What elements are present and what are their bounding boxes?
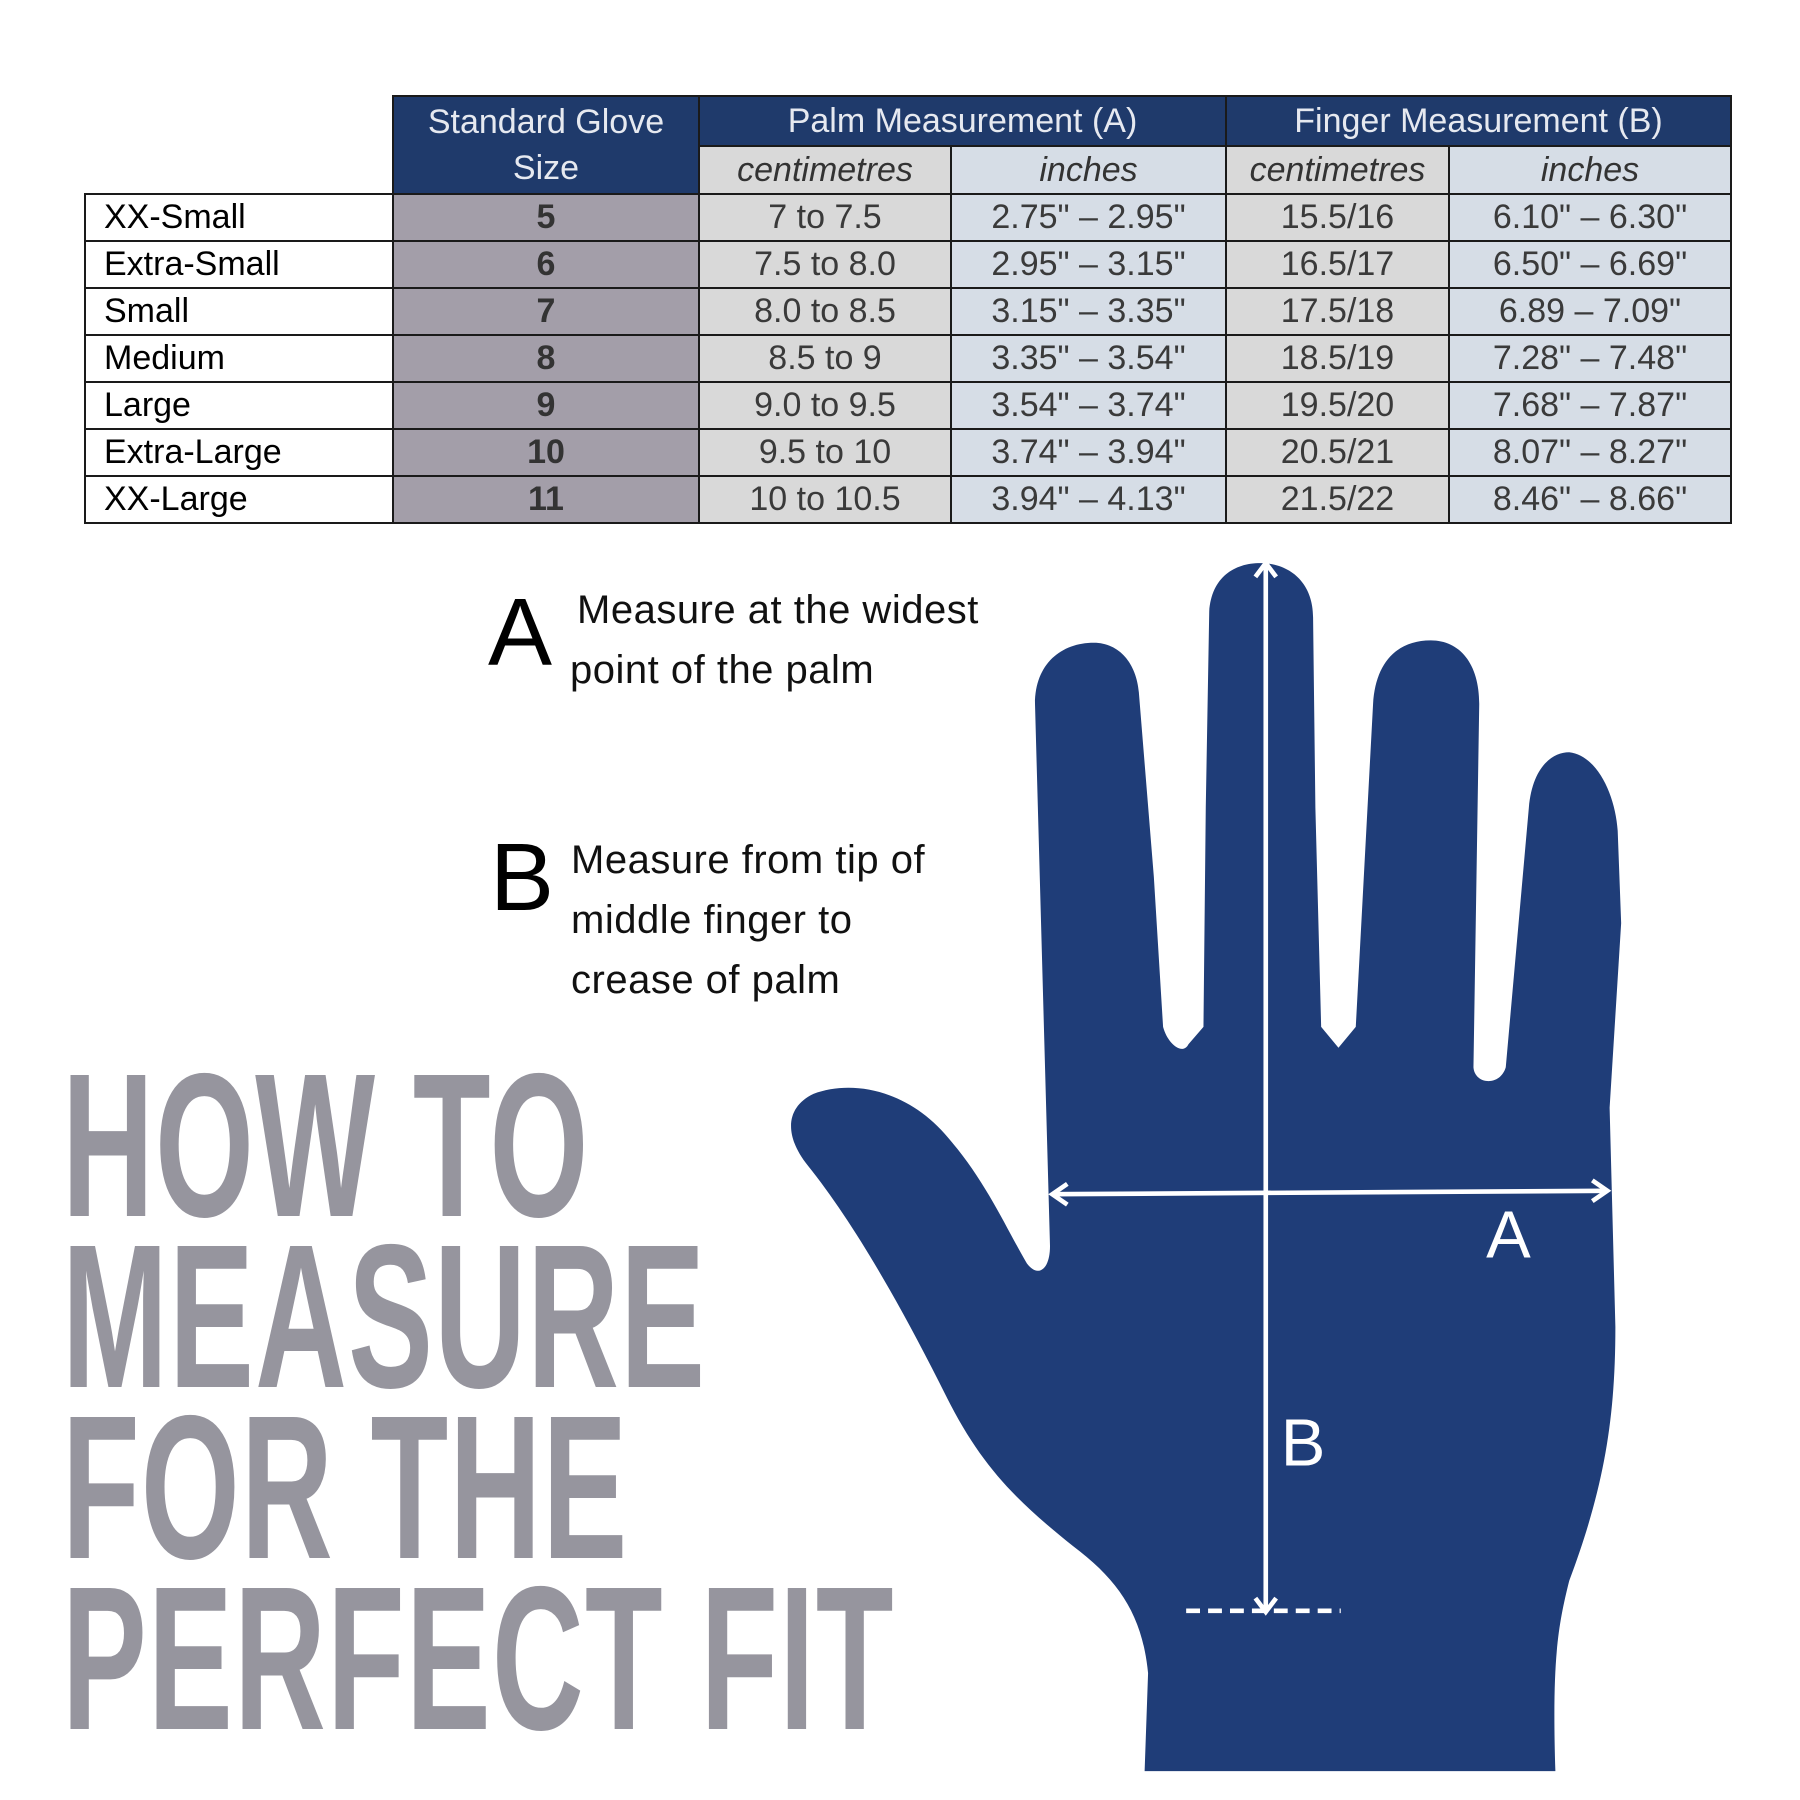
cell-finger-in: 7.68" – 7.87" bbox=[1448, 381, 1732, 430]
arrow-up-icon bbox=[1253, 559, 1278, 579]
hand-label-a: A bbox=[1486, 1198, 1531, 1273]
cell-finger-in: 7.28" – 7.48" bbox=[1448, 334, 1732, 383]
header-size-line2: Size bbox=[512, 149, 580, 187]
cell-size-number: 8 bbox=[392, 334, 700, 383]
cell-palm-in: 3.74" – 3.94" bbox=[950, 428, 1227, 477]
table-row: Extra-Large 10 9.5 to 10 3.74" – 3.94" 20.5/… bbox=[84, 428, 1732, 477]
instruction-b-line3: crease of palm bbox=[571, 958, 841, 1002]
cell-size-label: Small bbox=[84, 287, 394, 336]
header-size-line1: Standard Glove bbox=[427, 103, 665, 141]
cell-finger-cm: 18.5/19 bbox=[1225, 334, 1450, 383]
header-finger: Finger Measurement (B) bbox=[1225, 95, 1732, 147]
cell-palm-cm: 7.5 to 8.0 bbox=[698, 240, 952, 289]
cell-size-label: Medium bbox=[84, 334, 394, 383]
cell-finger-in: 8.07" – 8.27" bbox=[1448, 428, 1732, 477]
cell-finger-cm: 21.5/22 bbox=[1225, 475, 1450, 524]
cell-palm-cm: 8.0 to 8.5 bbox=[698, 287, 952, 336]
instruction-a-letter: A bbox=[488, 579, 553, 686]
header-standard-size: Standard Glove Size bbox=[392, 95, 700, 195]
cell-palm-cm: 8.5 to 9 bbox=[698, 334, 952, 383]
cell-palm-in: 3.15" – 3.35" bbox=[950, 287, 1227, 336]
instruction-a-line2: point of the palm bbox=[570, 648, 875, 692]
cell-palm-in: 3.35" – 3.54" bbox=[950, 334, 1227, 383]
cell-finger-in: 6.50" – 6.69" bbox=[1448, 240, 1732, 289]
title-line4: PERFECT FIT bbox=[62, 1544, 895, 1773]
title-line2: MEASURE bbox=[62, 1202, 707, 1431]
corner-blank bbox=[85, 96, 393, 194]
instruction-b-text: Measure from tip of middle finger to cre… bbox=[571, 830, 925, 1010]
cell-size-number: 5 bbox=[392, 193, 700, 242]
instruction-a-line1: Measure at the widest bbox=[577, 588, 979, 632]
arrow-a-line bbox=[1052, 1188, 1608, 1197]
instruction-b-line1: Measure from tip of bbox=[571, 838, 926, 882]
cell-finger-in: 6.10" – 6.30" bbox=[1448, 193, 1732, 242]
cell-size-number: 7 bbox=[392, 287, 700, 336]
cell-finger-cm: 17.5/18 bbox=[1225, 287, 1450, 336]
table-row: Small 7 8.0 to 8.5 3.15" – 3.35" 17.5/18 6.89… bbox=[84, 287, 1732, 336]
cell-finger-in: 6.89 – 7.09" bbox=[1448, 287, 1732, 336]
instruction-b-line2: middle finger to bbox=[571, 898, 853, 942]
cell-size-number: 10 bbox=[392, 428, 700, 477]
cell-palm-in: 3.54" – 3.74" bbox=[950, 381, 1227, 430]
cell-finger-cm: 19.5/20 bbox=[1225, 381, 1450, 430]
cell-size-number: 9 bbox=[392, 381, 700, 430]
subheader-finger-cm: centimetres bbox=[1225, 145, 1450, 195]
arrow-left-icon bbox=[1048, 1181, 1069, 1207]
hand-label-b: B bbox=[1281, 1405, 1326, 1480]
title-line3: FOR THE bbox=[62, 1373, 629, 1602]
subheader-palm-cm: centimetres bbox=[698, 145, 952, 195]
cell-finger-in: 8.46" – 8.66" bbox=[1448, 475, 1732, 524]
cell-palm-cm: 7 to 7.5 bbox=[698, 193, 952, 242]
glove-size-table: Standard Glove Size Palm Measurement (A) … bbox=[84, 95, 1732, 524]
cell-palm-cm: 9.0 to 9.5 bbox=[698, 381, 952, 430]
cell-finger-cm: 15.5/16 bbox=[1225, 193, 1450, 242]
cell-palm-in: 3.94" – 4.13" bbox=[950, 475, 1227, 524]
cell-size-label: Large bbox=[84, 381, 394, 430]
cell-palm-cm: 10 to 10.5 bbox=[698, 475, 952, 524]
header-palm: Palm Measurement (A) bbox=[698, 95, 1227, 147]
cell-finger-cm: 16.5/17 bbox=[1225, 240, 1450, 289]
table-row: Extra-Small 6 7.5 to 8.0 2.95" – 3.15" 16.5/… bbox=[84, 240, 1732, 289]
table-row: XX-Large 11 10 to 10.5 3.94" – 4.13" 21.5/22… bbox=[84, 475, 1732, 524]
cell-size-label: Extra-Large bbox=[84, 428, 394, 477]
cell-finger-cm: 20.5/21 bbox=[1225, 428, 1450, 477]
measurement-arrows bbox=[1048, 559, 1612, 1616]
table-row: Medium 8 8.5 to 9 3.35" – 3.54" 18.5/19 7.28"… bbox=[84, 334, 1732, 383]
cell-size-label: XX-Large bbox=[84, 475, 394, 524]
cell-palm-in: 2.75" – 2.95" bbox=[950, 193, 1227, 242]
title-line1: HOW TO bbox=[62, 1031, 590, 1260]
instruction-a-text: Measure at the widest point of the palm bbox=[570, 580, 979, 700]
cell-palm-cm: 9.5 to 10 bbox=[698, 428, 952, 477]
cell-size-label: Extra-Small bbox=[84, 240, 394, 289]
hand-icon bbox=[791, 563, 1622, 1772]
cell-size-number: 6 bbox=[392, 240, 700, 289]
cell-size-number: 11 bbox=[392, 475, 700, 524]
page-title: HOW TO MEASURE FOR THE PERFECT FIT bbox=[62, 1031, 895, 1773]
subheader-finger-in: inches bbox=[1448, 145, 1732, 195]
table-row: Large 9 9.0 to 9.5 3.54" – 3.74" 19.5/20 7.68… bbox=[84, 381, 1732, 430]
subheader-palm-in: inches bbox=[950, 145, 1227, 195]
cell-palm-in: 2.95" – 3.15" bbox=[950, 240, 1227, 289]
table-row: XX-Small 5 7 to 7.5 2.75" – 2.95" 15.5/16 6.1… bbox=[84, 193, 1732, 242]
arrow-right-icon bbox=[1590, 1178, 1612, 1204]
instruction-b-letter: B bbox=[490, 824, 555, 931]
cell-size-label: XX-Small bbox=[84, 193, 394, 242]
